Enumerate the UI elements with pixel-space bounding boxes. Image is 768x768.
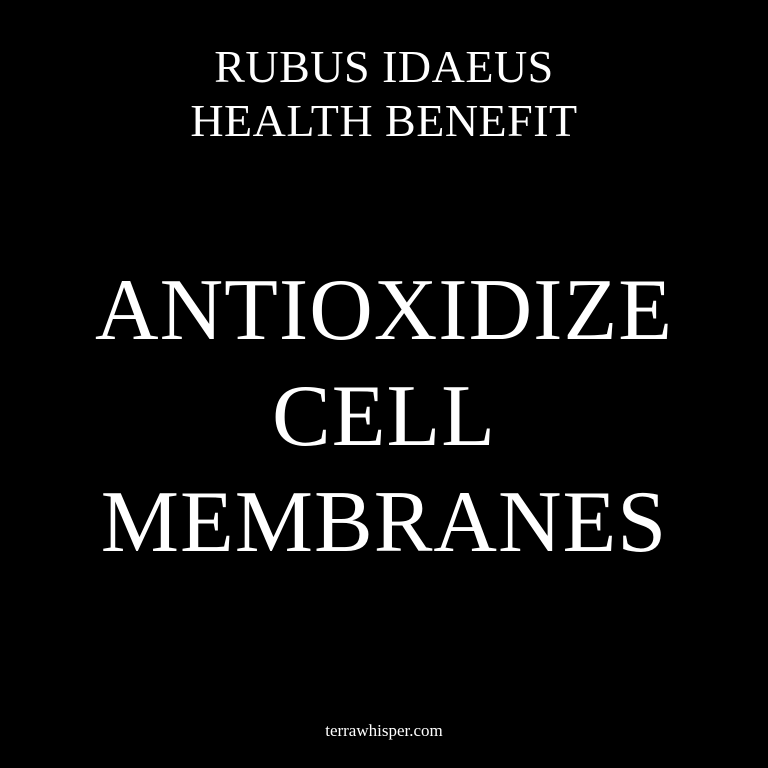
benefit-headline: ANTIOXIDIZE CELL MEMBRANES [0,258,768,576]
headline-line-1: ANTIOXIDIZE [95,262,673,359]
headline-line-3: MEMBRANES [100,474,668,571]
site-footer: terrawhisper.com [325,721,443,740]
subtitle-line-benefit-label: HEALTH BENEFIT [190,95,578,146]
subtitle-line-plant-name: RUBUS IDAEUS [214,41,554,92]
plant-subtitle: RUBUS IDAEUS HEALTH BENEFIT [0,40,768,148]
headline-line-2: CELL [272,368,496,465]
